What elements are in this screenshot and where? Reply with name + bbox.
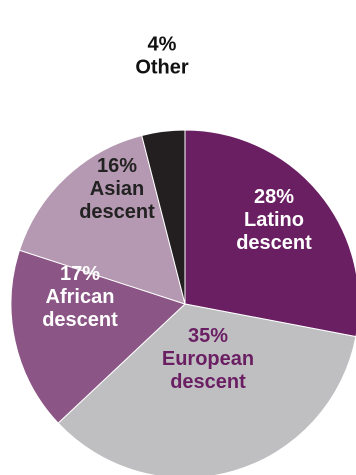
slice-name-line-0-2: descent <box>236 232 312 254</box>
pie-slices <box>10 129 356 475</box>
slice-name-line-1-1: European <box>162 348 254 370</box>
slice-percent-2: 17% <box>60 263 100 285</box>
slice-name-line-2-2: descent <box>42 309 118 331</box>
slice-name-line-2-1: African <box>46 286 115 308</box>
slice-label-0: 28% Latino descent <box>236 186 312 254</box>
pie-slice-0 <box>184 129 356 338</box>
slice-percent-1: 35% <box>188 325 228 347</box>
pie-slice-1 <box>57 303 356 475</box>
slice-percent-3: 16% <box>97 155 137 177</box>
slice-percent-4: 4% <box>148 34 177 56</box>
slice-label-4: 4% Other <box>135 34 189 79</box>
slice-label-3: 16% Asian descent <box>79 155 155 223</box>
pie-slice-3 <box>18 134 186 305</box>
slice-name-line-0-1: Latino <box>244 209 304 231</box>
slice-name-line-4-1: Other <box>135 57 189 79</box>
slice-name-line-1-2: descent <box>170 371 246 393</box>
slice-percent-0: 28% <box>254 186 294 208</box>
slice-label-1: 35% European descent <box>162 325 254 393</box>
pie-slice-2 <box>10 249 186 424</box>
slice-label-2: 17% African descent <box>42 263 118 331</box>
pie-slice-4 <box>141 129 186 305</box>
slice-name-line-3-1: Asian <box>90 178 144 200</box>
slice-name-line-3-2: descent <box>79 201 155 223</box>
